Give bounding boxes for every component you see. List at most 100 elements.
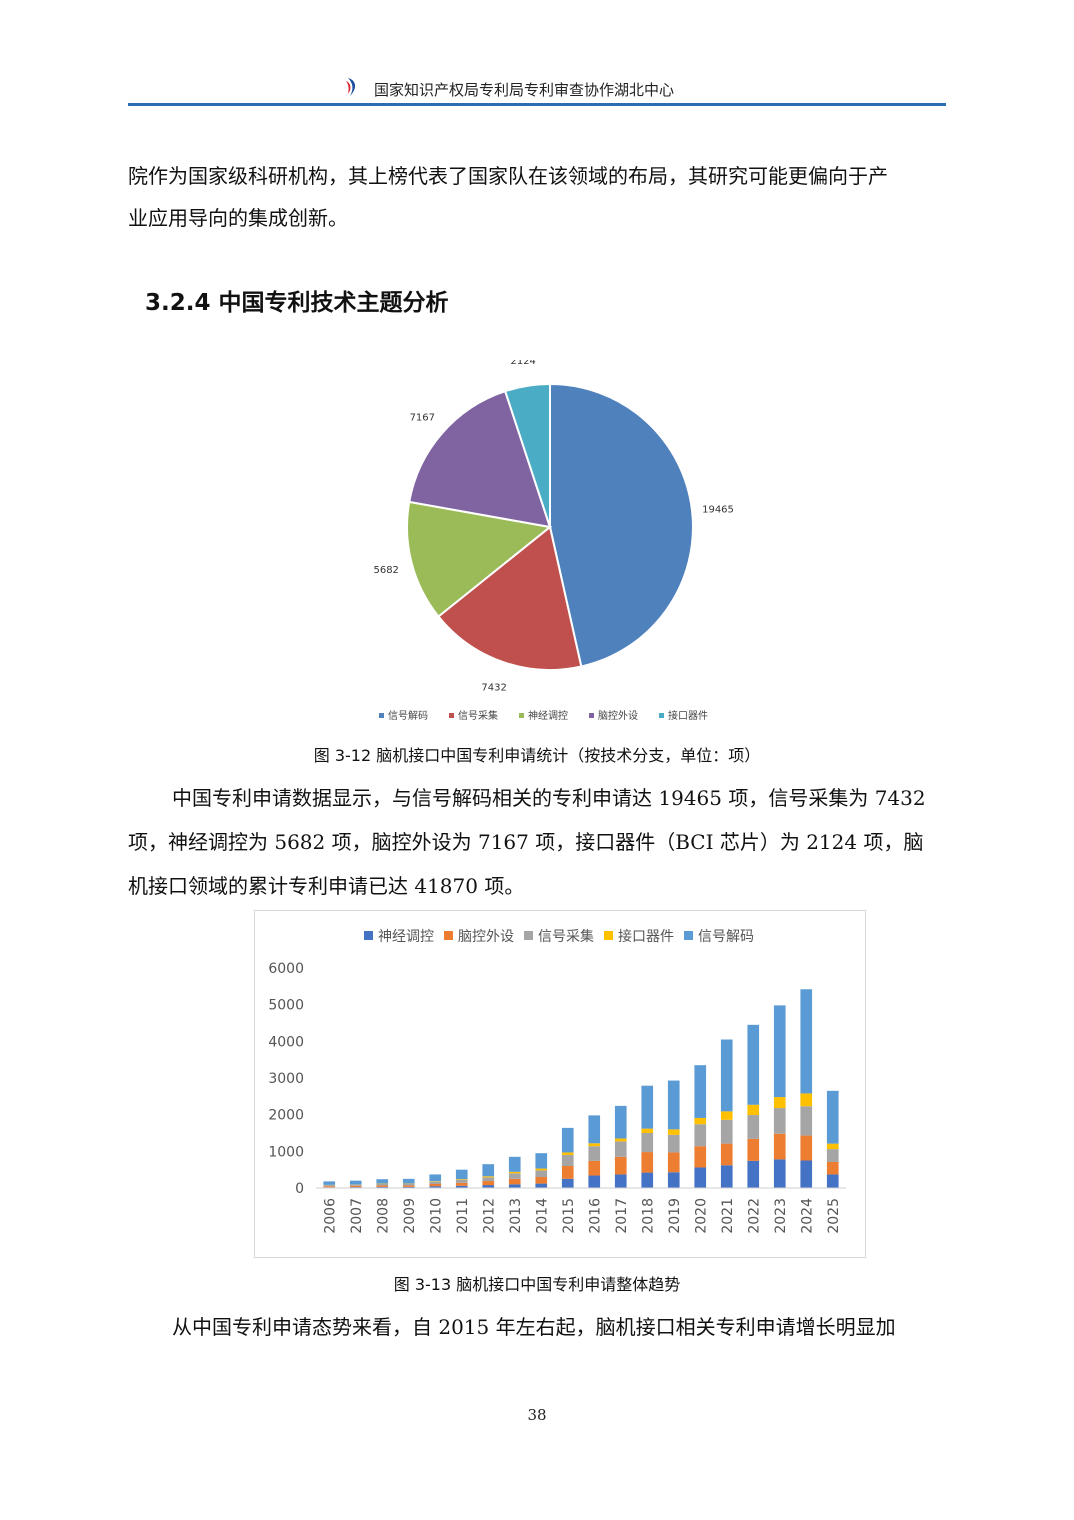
bar-segment bbox=[588, 1143, 600, 1146]
paragraph-line: 项，神经调控为 5682 项，脑控外设为 7167 项，接口器件（BCI 芯片）… bbox=[128, 823, 946, 861]
bar-segment bbox=[694, 1167, 706, 1188]
bar-segment bbox=[827, 1149, 839, 1162]
pie-data-label: 7167 bbox=[410, 412, 435, 423]
x-tick-label: 2014 bbox=[534, 1198, 550, 1234]
y-tick-label: 2000 bbox=[268, 1108, 304, 1124]
x-tick-label: 2025 bbox=[826, 1198, 842, 1234]
bar-legend-label: 脑控外设 bbox=[458, 929, 514, 945]
bar-segment bbox=[641, 1173, 653, 1188]
bar-segment bbox=[721, 1165, 733, 1188]
bar-segment bbox=[615, 1174, 627, 1188]
bar-legend-swatch bbox=[444, 931, 453, 940]
x-tick-label: 2020 bbox=[693, 1198, 709, 1234]
bar-segment bbox=[429, 1174, 441, 1181]
bar-segment bbox=[747, 1161, 759, 1188]
bar-legend-swatch bbox=[684, 931, 693, 940]
bar-segment bbox=[456, 1183, 468, 1186]
bar-segment bbox=[774, 1108, 786, 1134]
bar-segment bbox=[562, 1166, 574, 1179]
bar-segment bbox=[668, 1081, 680, 1130]
x-tick-label: 2018 bbox=[640, 1198, 656, 1234]
bar-segment bbox=[800, 1106, 812, 1135]
bar-segment bbox=[641, 1133, 653, 1152]
x-tick-label: 2011 bbox=[455, 1198, 471, 1234]
page-number: 38 bbox=[0, 1406, 1074, 1424]
pie-legend-swatch bbox=[659, 713, 664, 718]
bar-legend-swatch bbox=[524, 931, 533, 940]
x-tick-label: 2023 bbox=[773, 1198, 789, 1234]
x-tick-label: 2015 bbox=[561, 1198, 577, 1234]
y-tick-label: 0 bbox=[295, 1181, 304, 1197]
figure-caption: 图 3-13 脑机接口中国专利申请整体趋势 bbox=[0, 1271, 1074, 1295]
bar-segment bbox=[774, 1005, 786, 1097]
pie-chart: 194657432568271672124 信号解码信号采集神经调控脑控外设接口… bbox=[330, 360, 770, 740]
pie-legend-swatch bbox=[589, 713, 594, 718]
y-tick-label: 3000 bbox=[268, 1071, 304, 1087]
paragraph-line: 业应用导向的集成创新。 bbox=[128, 199, 946, 237]
bar-segment bbox=[535, 1184, 547, 1188]
bar-segment bbox=[641, 1152, 653, 1173]
bar-segment bbox=[800, 1161, 812, 1189]
bar-segment bbox=[482, 1176, 494, 1177]
x-tick-label: 2021 bbox=[720, 1198, 736, 1234]
bar-legend-swatch bbox=[364, 931, 373, 940]
bar-segment bbox=[323, 1186, 335, 1187]
bar-segment bbox=[800, 989, 812, 1093]
paragraph-line: 机接口领域的累计专利申请已达 41870 项。 bbox=[128, 867, 946, 905]
bar-segment bbox=[694, 1118, 706, 1124]
bar-segment bbox=[323, 1185, 335, 1186]
bar-segment bbox=[350, 1186, 362, 1187]
bar-segment bbox=[615, 1139, 627, 1142]
bar-segment bbox=[694, 1124, 706, 1146]
bar-legend-swatch bbox=[604, 931, 613, 940]
bar-segment bbox=[535, 1177, 547, 1184]
bar-segment bbox=[588, 1161, 600, 1176]
bar-segment bbox=[482, 1164, 494, 1176]
bar-segment bbox=[615, 1106, 627, 1139]
bar-segment bbox=[721, 1111, 733, 1119]
bar-segment bbox=[403, 1184, 415, 1185]
pie-legend-label: 信号采集 bbox=[458, 709, 498, 722]
bar-segment bbox=[535, 1169, 547, 1171]
bar-segment bbox=[694, 1146, 706, 1167]
header-divider bbox=[128, 103, 946, 106]
bar-legend-label: 神经调控 bbox=[378, 929, 434, 945]
organization-logo bbox=[342, 76, 362, 98]
x-tick-label: 2010 bbox=[428, 1198, 444, 1234]
bar-segment bbox=[668, 1129, 680, 1135]
pie-slices bbox=[407, 384, 693, 670]
bar-segment bbox=[774, 1097, 786, 1108]
bar-segment bbox=[482, 1177, 494, 1181]
stacked-bar-chart: 神经调控脑控外设信号采集接口器件信号解码 0100020003000400050… bbox=[254, 910, 866, 1258]
x-tick-label: 2022 bbox=[746, 1198, 762, 1234]
pie-legend-label: 脑控外设 bbox=[598, 709, 638, 722]
x-tick-label: 2008 bbox=[375, 1198, 391, 1234]
pie-legend-swatch bbox=[519, 713, 524, 718]
y-tick-label: 1000 bbox=[268, 1144, 304, 1160]
bar-segment bbox=[668, 1152, 680, 1172]
bar-segment bbox=[615, 1141, 627, 1156]
bar-stacks bbox=[323, 989, 838, 1188]
bar-segment bbox=[350, 1185, 362, 1186]
bar-segment bbox=[562, 1152, 574, 1155]
bar-segment bbox=[535, 1153, 547, 1168]
bar-segment bbox=[827, 1091, 839, 1144]
bar-segment bbox=[747, 1139, 759, 1161]
bar-segment bbox=[588, 1146, 600, 1161]
bar-segment bbox=[509, 1173, 521, 1179]
x-tick-label: 2019 bbox=[667, 1198, 683, 1234]
paragraph-line: 从中国专利申请态势来看，自 2015 年左右起，脑机接口相关专利申请增长明显加 bbox=[128, 1308, 946, 1346]
bar-segment bbox=[668, 1135, 680, 1153]
bar-segment bbox=[800, 1136, 812, 1161]
page-header-title: 国家知识产权局专利局专利审查协作湖北中心 bbox=[374, 79, 674, 100]
pie-data-label: 19465 bbox=[702, 504, 734, 515]
bar-segment bbox=[456, 1170, 468, 1180]
bar-segment bbox=[509, 1184, 521, 1188]
bar-segment bbox=[509, 1157, 521, 1172]
y-axis-ticks: 0100020003000400050006000 bbox=[268, 961, 304, 1197]
bar-segment bbox=[429, 1182, 441, 1184]
pie-legend-swatch bbox=[379, 713, 384, 718]
bar-segment bbox=[562, 1128, 574, 1153]
pie-legend-label: 接口器件 bbox=[668, 709, 708, 722]
bar-segment bbox=[747, 1105, 759, 1115]
